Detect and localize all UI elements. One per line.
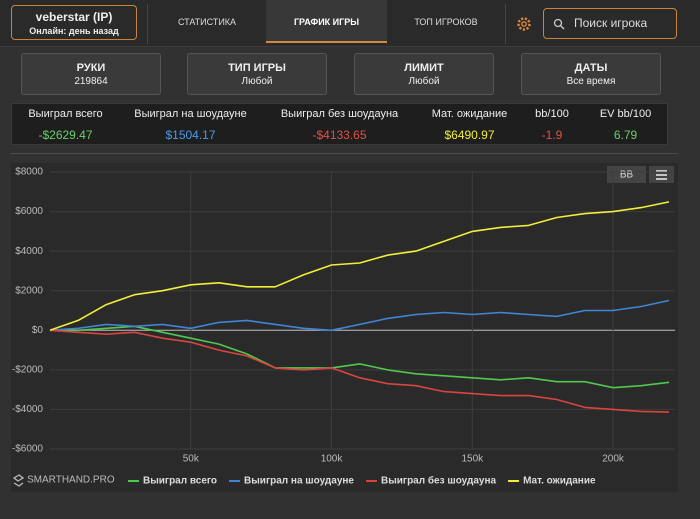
- y-tick-label: -$2000: [12, 364, 44, 375]
- stats-value: 6.79: [613, 128, 638, 142]
- y-tick-label: $6000: [15, 206, 43, 217]
- stats-header: Выиграл без шоудауна: [280, 108, 399, 120]
- stats-value: -$4133.65: [312, 128, 367, 142]
- filter-label: ЛИМИТ: [404, 62, 444, 74]
- series-line: [50, 325, 670, 389]
- filter-button[interactable]: ДАТЫ Все время: [521, 53, 661, 95]
- stats-header: Выиграл всего: [28, 108, 103, 120]
- series-line: [49, 329, 670, 413]
- separator: [147, 4, 148, 44]
- bb-button-label: BB: [620, 170, 634, 181]
- filter-label: ДАТЫ: [574, 62, 608, 74]
- search-input[interactable]: Поиск игрока: [543, 8, 677, 39]
- stats-value: $6490.97: [444, 128, 495, 142]
- stats-value: -$2629.47: [38, 128, 93, 142]
- divider: [11, 153, 678, 154]
- x-tick-label: 200k: [602, 454, 625, 465]
- user-status: Онлайн: день назад: [29, 26, 119, 36]
- series-line: [49, 299, 670, 332]
- stats-header: Мат. ожидание: [431, 108, 508, 120]
- y-tick-label: $8000: [15, 167, 43, 178]
- stats-value: $1504.17: [165, 128, 216, 142]
- brand-logo: [12, 474, 25, 487]
- legend-label: Выиграл всего: [143, 476, 217, 487]
- user-name: veberstar (IP): [35, 10, 113, 24]
- y-tick-label: $2000: [15, 285, 43, 296]
- filter-value: Любой: [241, 76, 273, 87]
- legend-label: Выиграл без шоудауна: [381, 475, 496, 487]
- filter-value: 219864: [74, 76, 108, 87]
- tab[interactable]: ГРАФИК ИГРЫ: [266, 0, 387, 43]
- stats-header: bb/100: [535, 108, 569, 120]
- legend-label: Выиграл на шоудауне: [244, 476, 354, 487]
- user-box[interactable]: veberstar (IP) Онлайн: день назад: [11, 5, 137, 40]
- search-placeholder: Поиск игрока: [574, 16, 648, 30]
- filter-button[interactable]: РУКИ 219864: [21, 53, 161, 95]
- series-line: [49, 201, 670, 332]
- tab[interactable]: ТОП ИГРОКОВ: [414, 17, 478, 27]
- x-tick-label: 150k: [461, 454, 484, 465]
- menu-icon: [656, 170, 667, 180]
- tab[interactable]: СТАТИСТИКА: [177, 17, 237, 27]
- filter-value: Любой: [408, 76, 440, 87]
- filter-value: Все время: [566, 76, 616, 87]
- bb-button[interactable]: [607, 166, 646, 183]
- brand: SMARTHAND.PRO: [27, 475, 115, 486]
- x-tick-label: 50k: [183, 454, 200, 465]
- filter-label: РУКИ: [76, 62, 106, 74]
- y-tick-label: -$6000: [12, 444, 44, 455]
- y-tick-label: $4000: [15, 246, 43, 257]
- y-tick-label: $0: [32, 325, 44, 336]
- stats-header: Выиграл на шоудауне: [134, 108, 247, 120]
- search-icon: [553, 18, 565, 30]
- separator: [505, 4, 506, 44]
- stats-value: -1.9: [541, 128, 563, 142]
- stats-header: EV bb/100: [599, 108, 652, 120]
- filter-button[interactable]: ТИП ИГРЫ Любой: [187, 53, 327, 95]
- filter-label: ТИП ИГРЫ: [228, 62, 286, 74]
- x-tick-label: 100k: [321, 454, 344, 465]
- filter-button[interactable]: ЛИМИТ Любой: [354, 53, 494, 95]
- legend-label: Мат. ожидание: [523, 476, 596, 487]
- y-tick-label: -$4000: [12, 404, 44, 415]
- settings-icon[interactable]: [515, 15, 533, 33]
- stats-table: Выиграл всего -$2629.47 Выиграл на шоудаун…: [11, 103, 668, 145]
